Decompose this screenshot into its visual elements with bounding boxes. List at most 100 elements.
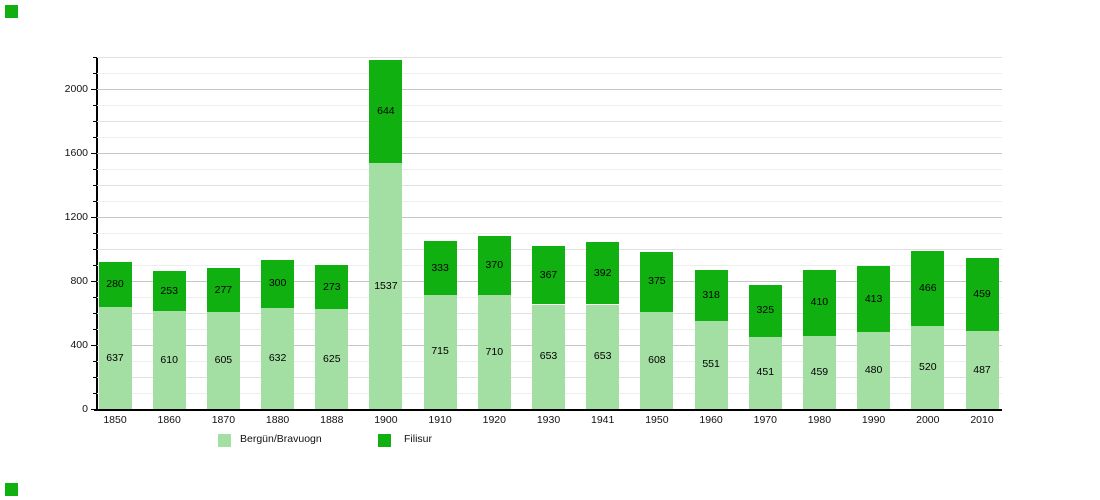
bar-value-label: 653 [593,350,612,363]
y-axis-tick [93,233,97,234]
bar-value-label: 1537 [374,279,398,292]
bar-segment-filisur [802,270,836,336]
bar-segment-filisur [911,251,945,326]
bar-segment-filisur [369,60,403,163]
x-tick-label: 1888 [320,414,344,426]
x-tick-label: 1910 [428,414,452,426]
y-axis-tick [93,377,97,378]
y-axis-tick [93,249,97,250]
gridline [97,217,1002,218]
bar-segment-filisur [152,270,186,312]
bar-segment-filisur [857,266,891,333]
y-axis-tick [93,185,97,186]
x-tick-label: 1900 [374,414,398,426]
bar-value-label: 610 [160,353,178,366]
y-axis-tick [93,329,97,330]
gridline [97,233,1002,234]
x-tick-label: 1880 [265,414,290,426]
y-axis-tick [93,121,97,122]
bar-segment-filisur [640,251,674,312]
bar-value-label: 273 [323,280,341,293]
y-axis-tick [93,57,97,58]
bar-segment-filisur [477,236,511,296]
bar-value-label: 325 [756,304,775,317]
y-tick-label: 400 [70,338,88,351]
gridline [97,105,1002,106]
x-tick-label: 1941 [591,414,615,426]
corner-marker-top-icon [5,5,18,18]
gridline [97,121,1002,122]
bar-value-label: 367 [539,268,558,281]
bar-value-label: 375 [648,275,666,288]
bar-value-label: 410 [810,296,829,309]
bar-value-label: 318 [702,288,720,301]
y-axis-tick [93,169,97,170]
x-tick-label: 1930 [536,414,561,426]
bar-segment-bergun [640,311,674,409]
gridline [97,57,1002,58]
gridline [97,201,1002,202]
bar-segment-bergun [532,304,565,409]
bar-segment-filisur [532,245,565,305]
bar-segment-bergun [911,325,945,409]
bar-value-label: 459 [973,287,991,300]
corner-marker-bottom-icon [5,483,18,496]
gridline [97,137,1002,138]
bar-value-label: 253 [160,284,178,297]
x-tick-label: 1950 [645,414,669,426]
bar-value-label: 710 [485,345,504,358]
bar-value-label: 459 [810,365,829,378]
y-axis-tick [93,201,97,202]
bar-segment-bergun [748,336,782,409]
bar-segment-bergun [694,320,728,409]
bar-segment-filisur [98,262,132,308]
y-axis-tick [93,361,97,362]
bar-value-label: 280 [106,278,124,291]
bar-segment-filisur [206,267,240,313]
y-axis-tick [93,297,97,298]
y-axis-tick [91,153,97,154]
bar-segment-bergun [586,304,620,409]
y-axis-tick [91,217,97,218]
legend-swatch-filisur-icon [378,434,391,447]
bar-value-label: 466 [919,282,937,294]
y-tick-label: 0 [82,402,88,415]
bar-segment-bergun [423,294,457,409]
gridline [97,73,1002,74]
bar-segment-bergun [965,331,999,409]
bar-value-label: 413 [864,292,883,305]
x-tick-label: 1860 [157,414,181,426]
x-tick-label: 2000 [916,414,940,426]
bar-value-label: 644 [377,105,395,118]
bar-value-label: 637 [106,351,124,364]
gridline [97,185,1002,186]
bar-segment-filisur [315,265,349,309]
x-tick-label: 1980 [807,414,832,426]
gridline [97,169,1002,170]
bar-segment-filisur [748,284,782,337]
bar-segment-bergun [261,307,295,409]
bar-segment-bergun [369,163,403,409]
bar-segment-bergun [477,295,511,409]
bar-segment-filisur [261,259,295,308]
bar-value-label: 487 [973,363,991,376]
bar-value-label: 715 [431,345,449,358]
bar-segment-bergun [152,311,186,409]
x-tick-label: 1990 [861,414,886,426]
y-axis-tick [91,409,97,410]
bar-value-label: 300 [268,277,287,290]
bar-value-label: 608 [648,353,666,366]
y-axis [96,57,98,411]
y-axis-tick [91,345,97,346]
x-tick-label: 2010 [970,414,994,426]
bar-value-label: 392 [593,266,612,279]
bar-segment-filisur [423,241,457,295]
bar-value-label: 277 [214,283,233,296]
legend-label-filisur: Filisur [404,433,432,445]
y-axis-tick [93,105,97,106]
x-tick-label: 1970 [753,414,777,426]
bar-segment-filisur [694,270,728,321]
bar-value-label: 653 [539,350,558,363]
bar-value-label: 605 [214,354,233,367]
